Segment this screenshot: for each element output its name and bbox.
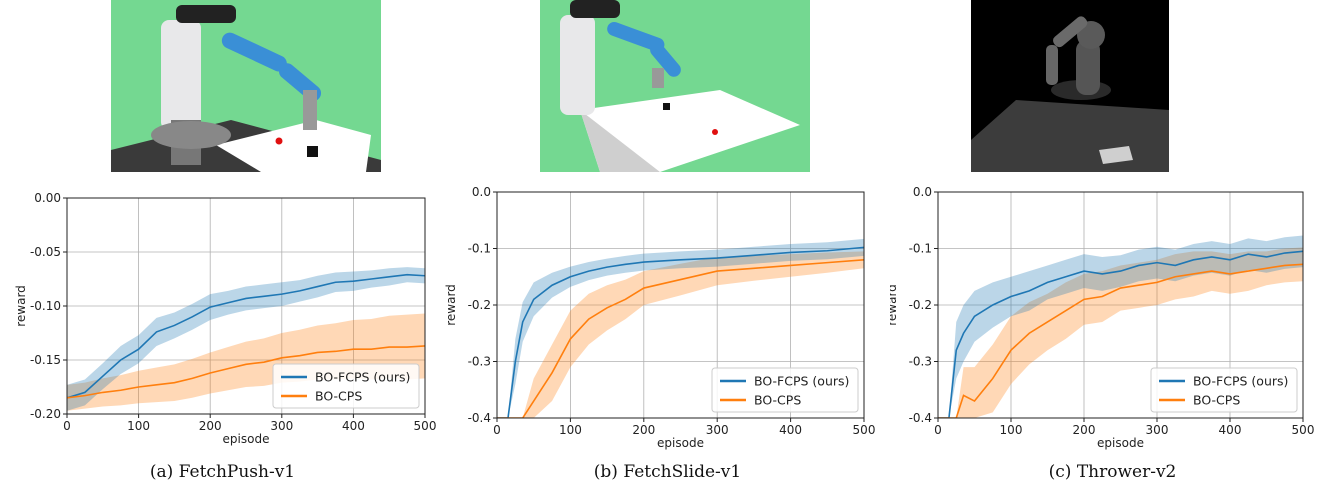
x-tick-label: 400 (342, 419, 365, 433)
legend-label: BO-FCPS (ours) (754, 374, 849, 389)
y-tick-label: 0.0 (472, 185, 491, 199)
panel-fetchslide: 0 100 200 300 400 500 -0.4 -0.3 -0.2 -0.1 0.0 episo… (445, 0, 890, 496)
y-tick-label: -0.1 (468, 242, 491, 256)
panel-thrower: 0 100 200 300 400 500 -0.4 -0.3 -0.2 -0.1 0.0 episo… (890, 0, 1335, 496)
y-tick-label: -0.20 (30, 407, 61, 421)
series-line-bofcpsours (497, 246, 864, 418)
y-tick-label: -0.4 (468, 411, 491, 425)
plot-fetchpush: 0 100 200 300 400 500 -0.20 -0.15 -0.10 -0.05 0.00… (14, 191, 437, 446)
legend-label: BO-CPS (1193, 393, 1240, 408)
x-tick-label: 0 (934, 423, 942, 437)
y-tick-label: -0.1 (909, 242, 932, 256)
band-bocps (938, 247, 1303, 418)
y-tick-label: -0.10 (30, 299, 61, 313)
x-tick-label: 400 (1219, 423, 1242, 437)
series-line-bocps (938, 263, 1303, 418)
band-bocps (67, 313, 425, 411)
x-axis-label: episode (1097, 436, 1144, 450)
caption-fetchpush: (a) FetchPush-v1 (149, 462, 296, 482)
legend-box (1150, 367, 1298, 413)
band-bofcpsours (938, 235, 1303, 418)
band-bofcpsours (497, 238, 864, 418)
panel-fetchpush: 0 100 200 300 400 500 -0.20 -0.15 -0.10 -0.05 0.00… (0, 0, 445, 496)
plot-thrower: 0 100 200 300 400 500 -0.4 -0.3 -0.2 -0.1 0.0 episo… (890, 185, 1315, 450)
y-tick-label: -0.2 (468, 298, 491, 312)
series-line-bofcpsours (67, 273, 425, 399)
x-tick-label: 300 (1146, 423, 1169, 437)
legend-label: BO-CPS (754, 393, 801, 408)
legend-box (272, 363, 420, 409)
series-line-bocps (497, 259, 864, 418)
y-tick-label: 0.00 (34, 191, 61, 205)
y-tick-label: -0.4 (909, 411, 932, 425)
legend-box (711, 367, 859, 413)
x-tick-label: 300 (706, 423, 729, 437)
y-tick-label: -0.15 (30, 353, 61, 367)
y-tick-label: -0.3 (468, 355, 491, 369)
caption-thrower: (c) Thrower-v2 (1048, 462, 1177, 482)
x-tick-label: 200 (1073, 423, 1096, 437)
y-tick-label: 0.0 (913, 185, 932, 199)
y-axis-label: reward (14, 285, 28, 327)
x-tick-label: 0 (493, 423, 501, 437)
x-tick-label: 200 (199, 419, 222, 433)
y-tick-label: -0.3 (909, 355, 932, 369)
scene-image-fetchslide (540, 0, 810, 172)
plot-fetchslide: 0 100 200 300 400 500 -0.4 -0.3 -0.2 -0.1 0.0 episo… (445, 185, 876, 450)
scene-image-fetchpush (111, 0, 381, 172)
x-tick-label: 100 (559, 423, 582, 437)
legend-label: BO-FCPS (ours) (1193, 374, 1288, 389)
x-axis-label: episode (223, 432, 270, 446)
series-line-bofcpsours (938, 250, 1303, 418)
y-axis-label: reward (445, 284, 458, 326)
x-tick-label: 400 (779, 423, 802, 437)
x-tick-label: 100 (127, 419, 150, 433)
x-tick-label: 0 (63, 419, 71, 433)
x-tick-label: 100 (1000, 423, 1023, 437)
x-tick-label: 300 (270, 419, 293, 433)
band-bofcpsours (67, 267, 425, 411)
legend-label: BO-CPS (315, 389, 362, 404)
x-tick-label: 200 (632, 423, 655, 437)
x-tick-label: 500 (853, 423, 876, 437)
x-tick-label: 500 (1292, 423, 1315, 437)
y-tick-label: -0.05 (30, 245, 61, 259)
x-axis-label: episode (657, 436, 704, 450)
legend-label: BO-FCPS (ours) (315, 370, 410, 385)
y-axis-label: reward (890, 284, 899, 326)
y-tick-label: -0.2 (909, 298, 932, 312)
x-tick-label: 500 (414, 419, 437, 433)
series-line-bocps (67, 345, 425, 399)
caption-fetchslide: (b) FetchSlide-v1 (593, 462, 742, 482)
scene-image-thrower (971, 0, 1169, 172)
